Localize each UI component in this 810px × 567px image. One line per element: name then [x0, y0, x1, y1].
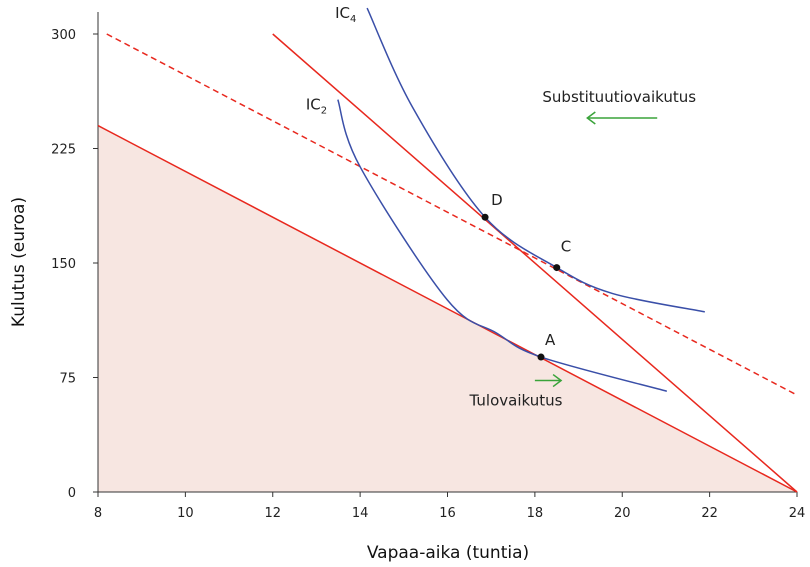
y-tick-label: 300 — [51, 28, 76, 43]
x-axis-label: Vapaa-aika (tuntia) — [367, 543, 529, 563]
x-tick-label: 22 — [701, 506, 718, 521]
x-tick-label: 10 — [177, 506, 194, 521]
indifference-curve-label: IC4 — [335, 4, 356, 25]
indifference-curve — [366, 7, 705, 313]
x-tick-label: 18 — [527, 506, 544, 521]
y-tick-label: 225 — [51, 143, 76, 158]
y-tick-label: 75 — [59, 372, 76, 387]
point-d — [481, 213, 489, 221]
point-c — [553, 264, 561, 272]
x-tick-label: 12 — [264, 506, 281, 521]
indifference-curve — [337, 99, 668, 392]
x-tick-label: 24 — [789, 506, 806, 521]
effect-label: Substituutiovaikutus — [542, 88, 696, 106]
x-tick-label: 8 — [94, 506, 102, 521]
y-axis-label: Kulutus (euroa) — [9, 197, 29, 327]
point-a — [537, 353, 545, 361]
budget-line — [97, 124, 798, 493]
budget-line — [272, 33, 798, 493]
y-tick-label: 0 — [68, 486, 76, 501]
indifference-curve-label: IC2 — [306, 96, 327, 117]
effect-label: Tulovaikutus — [469, 392, 563, 410]
point-label: C — [561, 238, 571, 256]
x-tick-label: 14 — [352, 506, 369, 521]
y-tick-label: 150 — [51, 257, 76, 272]
x-tick-label: 20 — [614, 506, 631, 521]
arrowhead — [586, 111, 596, 125]
arrowhead — [552, 373, 563, 388]
point-label: A — [545, 331, 556, 349]
point-label: D — [491, 191, 503, 209]
x-tick-label: 16 — [439, 506, 456, 521]
